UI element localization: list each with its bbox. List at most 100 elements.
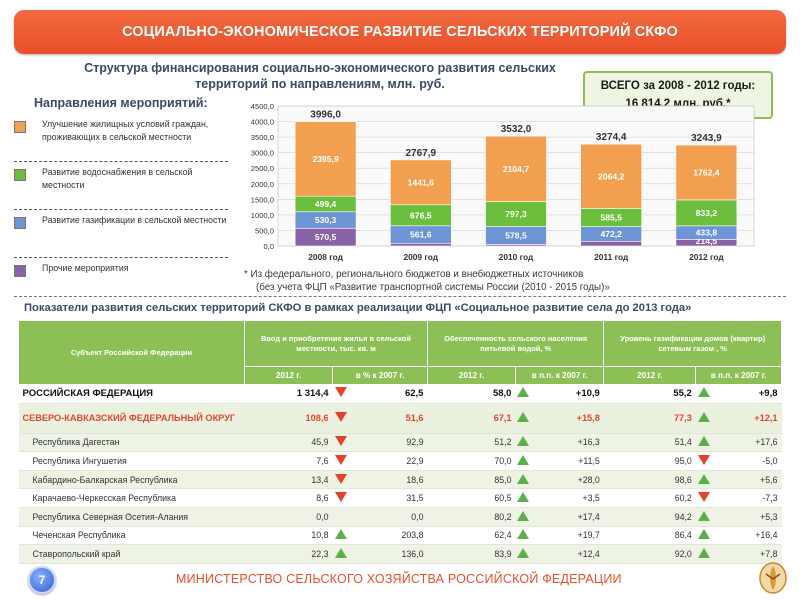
- bar-segment: [485, 201, 547, 227]
- gas-indicator: [695, 451, 712, 471]
- housing-pct: 31,5: [348, 488, 428, 508]
- subcol-gas-2012: 2012 г.: [603, 366, 697, 385]
- y-tick-label: 4500,0: [251, 102, 274, 111]
- decrease-arrow-icon: [334, 454, 347, 465]
- increase-arrow-icon: [697, 510, 710, 521]
- ministry-emblem-icon: [759, 562, 787, 594]
- segment-data-label: 2064,2: [598, 171, 625, 181]
- gas-indicator: [695, 507, 712, 527]
- water-pp: +10,9: [531, 384, 604, 404]
- water-indicator: [515, 384, 532, 404]
- x-tick-label: 2011 год: [594, 252, 629, 262]
- housing-indicator: [332, 507, 349, 527]
- gas-pp: +16,4: [711, 526, 782, 546]
- gas-2012: 55,2: [603, 384, 696, 404]
- decrease-arrow-icon: [697, 492, 710, 503]
- housing-2012: 108,6: [244, 403, 333, 434]
- segment-data-label: 833,2: [696, 208, 718, 218]
- chart-subtitle: Структура финансирования социально-эконо…: [84, 61, 556, 91]
- increase-arrow-icon: [517, 454, 530, 465]
- subcol-housing-pct: в % к 2007 г.: [332, 366, 428, 385]
- segment-data-label: 570,5: [315, 232, 337, 242]
- legend-label-water: Развитие водоснабжения в сельской местно…: [42, 167, 193, 190]
- gas-2012: 98,6: [603, 470, 696, 490]
- y-tick-label: 1500,0: [251, 195, 274, 204]
- total-summary-line1: ВСЕГО за 2008 - 2012 годы:: [600, 80, 756, 92]
- water-pp: +11,5: [531, 451, 604, 471]
- y-tick-label: 4000,0: [251, 118, 274, 127]
- y-tick-label: 0,0: [263, 242, 274, 251]
- gas-indicator: [695, 403, 712, 434]
- subcol-housing-2012: 2012 г.: [244, 366, 333, 385]
- financing-bar-chart: 0,0 500,0 1000,0 1500,0 2000,0 2500,0 3000,0 35…: [236, 100, 768, 270]
- y-tick-label: 1000,0: [251, 211, 274, 220]
- bar-total-label: 3532,0: [501, 124, 532, 135]
- bar-segment: [580, 143, 642, 209]
- segment-data-label: 530,3: [315, 215, 337, 225]
- water-2012: 80,2: [427, 507, 516, 527]
- decrease-arrow-icon: [334, 473, 347, 484]
- gas-pp: +12,1: [711, 403, 782, 434]
- col-housing: Ввод и приобретение жилья в сельской мес…: [244, 320, 428, 367]
- water-pp: +28,0: [531, 470, 604, 490]
- increase-arrow-icon: [697, 529, 710, 540]
- water-2012: 83,9: [427, 544, 516, 564]
- housing-pct: 62,5: [348, 384, 428, 404]
- increase-arrow-icon: [517, 387, 530, 398]
- table-body: РОССИЙСКАЯ ФЕДЕРАЦИЯ 1 314,4 62,5 58,0 +10,9…: [18, 384, 782, 564]
- increase-arrow-icon: [517, 412, 530, 423]
- increase-arrow-icon: [697, 547, 710, 558]
- bar-segment: [390, 242, 452, 247]
- subject-name: Республика Северная Осетия-Алания: [18, 507, 245, 527]
- y-tick-label: 2000,0: [251, 180, 274, 189]
- section-divider: [14, 296, 786, 297]
- x-tick-label: 2009 год: [403, 252, 438, 262]
- housing-pct: 18,6: [348, 470, 428, 490]
- water-pp: +19,7: [531, 526, 604, 546]
- bar-segment: [580, 240, 642, 247]
- bar-total-label: 3274,4: [596, 132, 627, 143]
- decrease-arrow-icon: [334, 492, 347, 503]
- bar-total-label: 3996,0: [310, 110, 341, 121]
- increase-arrow-icon: [697, 412, 710, 423]
- gas-pp: +5,6: [711, 470, 782, 490]
- slide-title: СОЦИАЛЬНО-ЭКОНОМИЧЕСКОЕ РАЗВИТИЕ СЕЛЬСКИ…: [14, 10, 786, 54]
- subcol-water-pp: в п.п. к 2007 г.: [514, 366, 605, 385]
- col-gas: Уровень газификации домов (квартир) сете…: [603, 320, 782, 367]
- water-pp: +3,5: [531, 488, 604, 508]
- bar-segment: [675, 199, 738, 227]
- increase-arrow-icon: [334, 529, 347, 540]
- gas-indicator: [695, 544, 712, 564]
- gas-2012: 94,2: [603, 507, 696, 527]
- gas-indicator: [695, 384, 712, 404]
- gas-indicator: [695, 488, 712, 508]
- legend-label-other: Прочие мероприятия: [42, 263, 129, 273]
- water-indicator: [515, 470, 532, 490]
- gas-pp: -7,3: [711, 488, 782, 508]
- gas-pp: +17,6: [711, 433, 782, 453]
- housing-pct: 22,9: [348, 451, 428, 471]
- legend-swatch-water: [14, 169, 26, 181]
- segment-data-label: 2395,9: [312, 154, 339, 164]
- increase-arrow-icon: [517, 436, 530, 447]
- subcol-water-2012: 2012 г.: [426, 366, 516, 385]
- subject-name: Карачаево-Черкесская Республика: [18, 488, 245, 508]
- housing-indicator: [332, 544, 349, 564]
- table-row: СЕВЕРО-КАВКАЗСКИЙ ФЕДЕРАЛЬНЫЙ ОКРУГ 108,6…: [18, 403, 782, 434]
- bar-segment: [485, 135, 547, 202]
- bar-total-label: 3243,9: [691, 133, 722, 144]
- subject-name: РОССИЙСКАЯ ФЕДЕРАЦИЯ: [18, 384, 245, 404]
- increase-arrow-icon: [697, 387, 710, 398]
- legend-label-gas: Развитие газификации в сельской местност…: [42, 215, 227, 225]
- legend-label-housing: Улучшение жилищных условий граждан, прож…: [42, 119, 209, 142]
- table-row: Республика Ингушетия 7,6 22,9 70,0 +11,5 95,0…: [18, 451, 782, 471]
- x-tick-label: 2012 год: [689, 252, 724, 262]
- water-pp: +15,8: [531, 403, 604, 434]
- gas-2012: 92,0: [603, 544, 696, 564]
- bar-total-label: 2767,9: [406, 148, 437, 159]
- gas-indicator: [695, 470, 712, 490]
- increase-arrow-icon: [517, 473, 530, 484]
- gas-pp: +7,8: [711, 544, 782, 564]
- housing-indicator: [332, 384, 349, 404]
- segment-data-label: 1762,4: [693, 167, 720, 177]
